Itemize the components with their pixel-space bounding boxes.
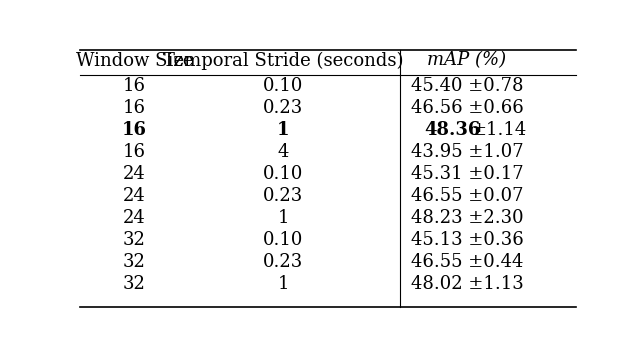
Text: 0.10: 0.10: [263, 165, 303, 183]
Text: Temporal Stride (seconds): Temporal Stride (seconds): [163, 52, 404, 70]
Text: 16: 16: [123, 77, 146, 95]
Text: 48.36: 48.36: [424, 121, 480, 139]
Text: 45.40 ±0.78: 45.40 ±0.78: [411, 77, 523, 95]
Text: 1: 1: [277, 121, 290, 139]
Text: 0.23: 0.23: [263, 187, 303, 205]
Text: 24: 24: [123, 165, 146, 183]
Text: 16: 16: [123, 99, 146, 117]
Text: 32: 32: [123, 253, 146, 271]
Text: 45.13 ±0.36: 45.13 ±0.36: [410, 231, 524, 249]
Text: 48.23 ±2.30: 48.23 ±2.30: [411, 209, 523, 227]
Text: 16: 16: [123, 143, 146, 161]
Text: 0.23: 0.23: [263, 99, 303, 117]
Text: 43.95 ±1.07: 43.95 ±1.07: [411, 143, 523, 161]
Text: 45.31 ±0.17: 45.31 ±0.17: [411, 165, 523, 183]
Text: 24: 24: [123, 187, 146, 205]
Text: 0.23: 0.23: [263, 253, 303, 271]
Text: 1: 1: [278, 275, 289, 293]
Text: ±1.14: ±1.14: [472, 121, 527, 139]
Text: 46.55 ±0.07: 46.55 ±0.07: [411, 187, 523, 205]
Text: 4: 4: [278, 143, 289, 161]
Text: 0.10: 0.10: [263, 231, 303, 249]
Text: 46.56 ±0.66: 46.56 ±0.66: [410, 99, 524, 117]
Text: 1: 1: [278, 209, 289, 227]
Text: Window Size: Window Size: [76, 52, 193, 70]
Text: 46.55 ±0.44: 46.55 ±0.44: [411, 253, 523, 271]
Text: 16: 16: [122, 121, 147, 139]
Text: 0.10: 0.10: [263, 77, 303, 95]
Text: 48.02 ±1.13: 48.02 ±1.13: [410, 275, 524, 293]
Text: 32: 32: [123, 231, 146, 249]
Text: 24: 24: [123, 209, 146, 227]
Text: mAP (%): mAP (%): [428, 52, 506, 70]
Text: 32: 32: [123, 275, 146, 293]
